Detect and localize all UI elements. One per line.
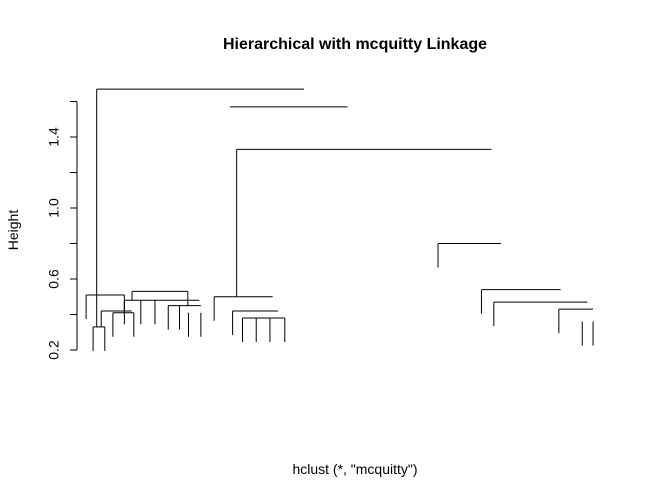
y-axis-label: Height (5, 210, 21, 251)
y-axis: 0.2 0.6 1.0 1.4 (46, 101, 78, 360)
y-tick-label: 1.4 (46, 127, 62, 147)
y-tick-label: 0.2 (46, 340, 62, 360)
chart-title: Hierarchical with mcquitty Linkage (223, 36, 487, 53)
y-tick-label: 0.6 (46, 269, 62, 289)
dendrogram-tree (85, 88, 594, 351)
y-tick-label: 1.0 (46, 198, 62, 218)
x-axis-label: hclust (*, "mcquitty") (292, 461, 417, 477)
